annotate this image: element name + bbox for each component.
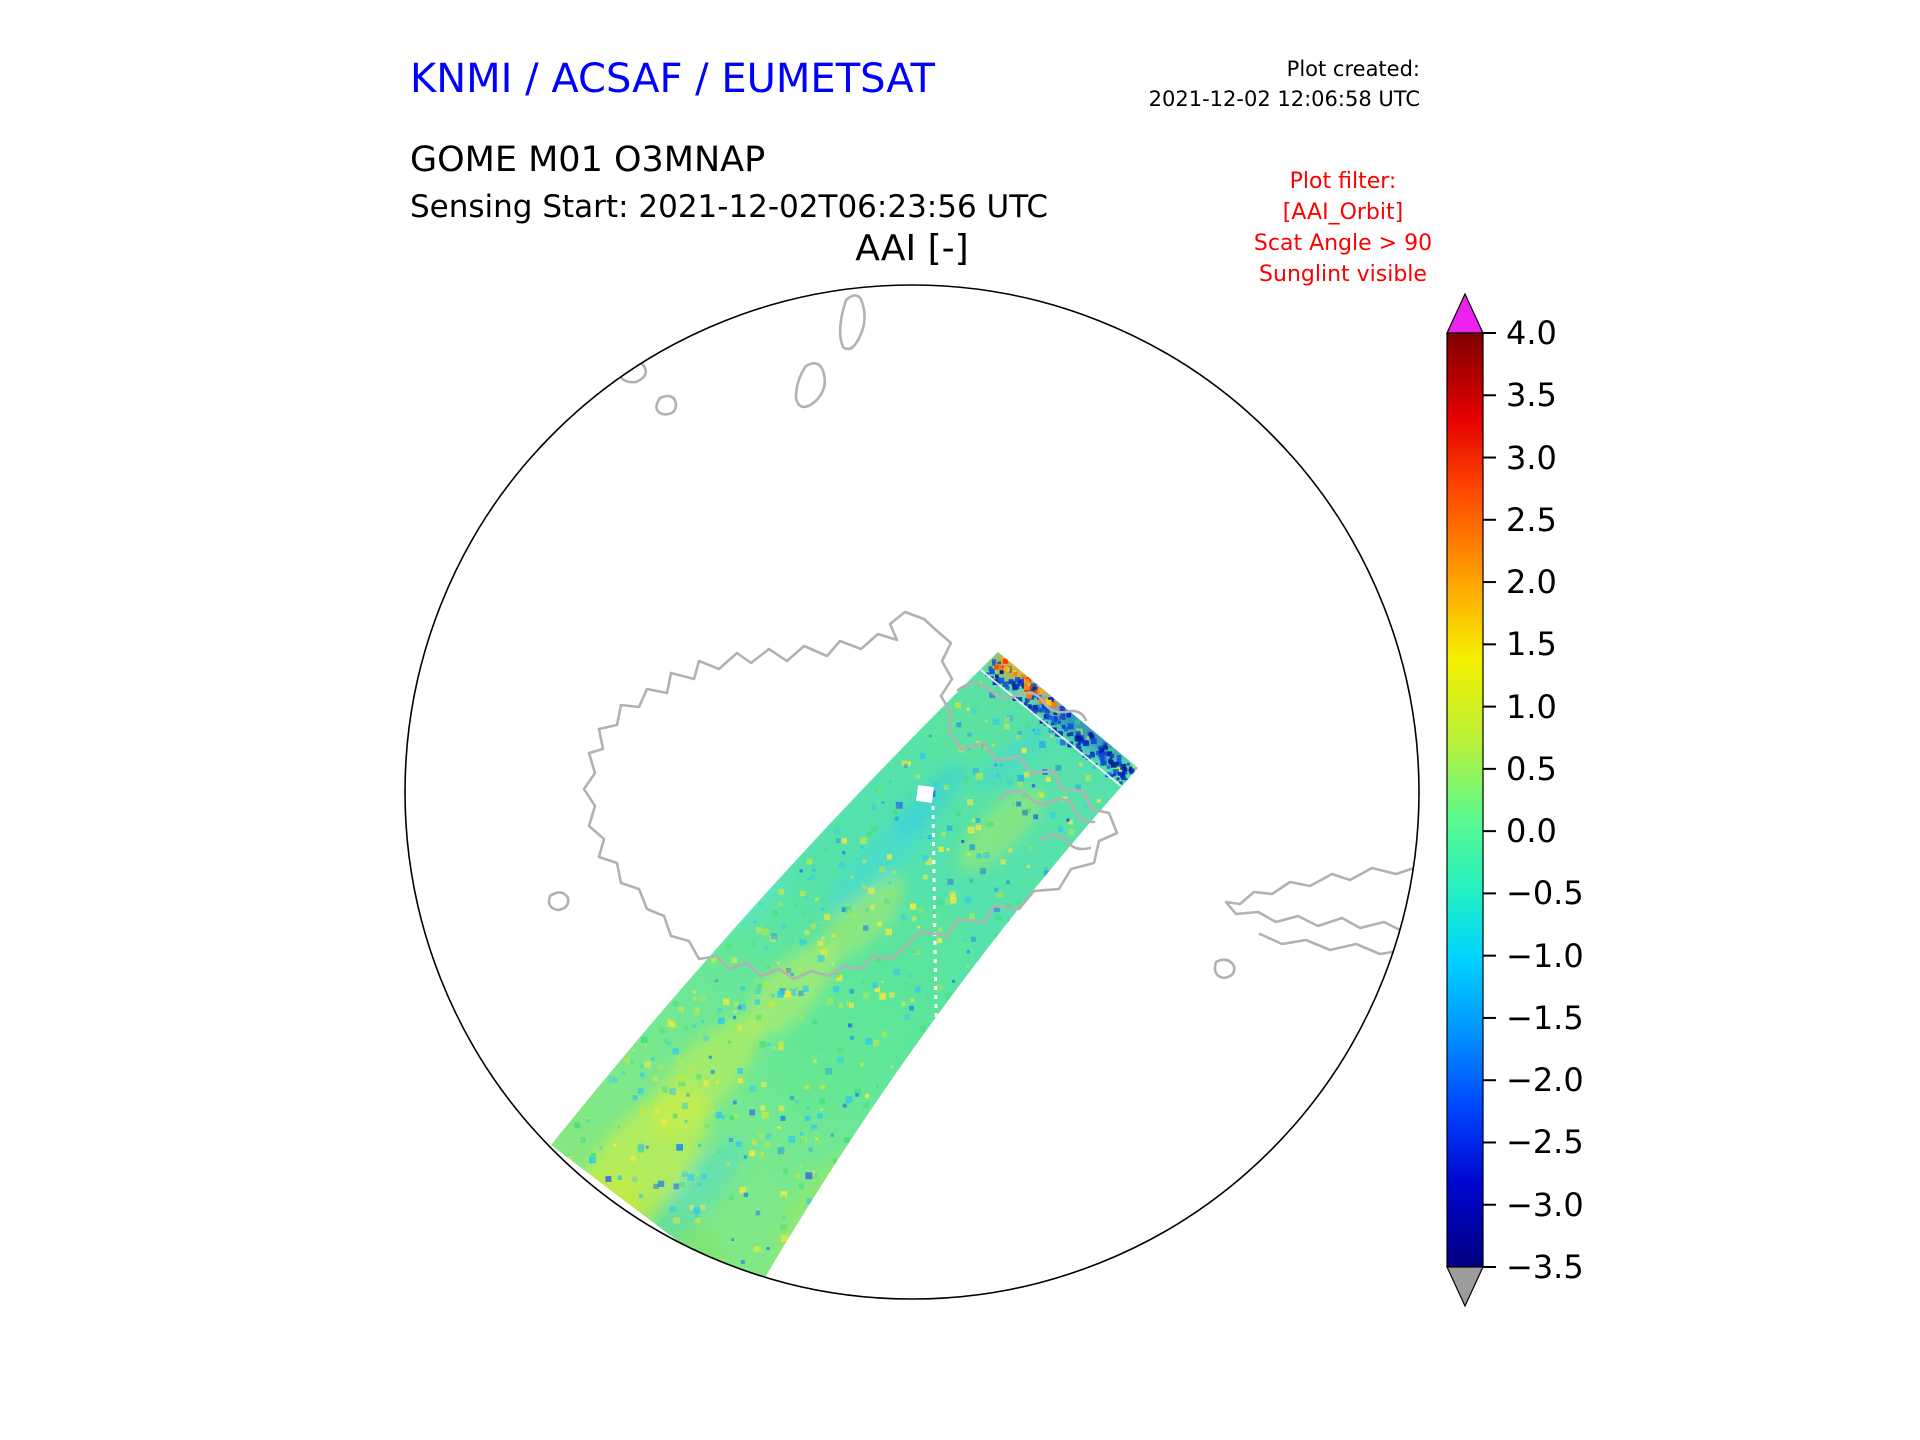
colorbar-tick-label: −2.0 [1506,1061,1584,1100]
coastline-fragment [1338,1188,1419,1204]
swath-scanline-gap [980,669,1122,787]
island [547,891,570,912]
colorbar-tick-label: 2.5 [1506,500,1557,539]
colorbar-under-arrow [1446,1266,1484,1308]
swath-pixel-speckles [563,657,1136,1275]
colorbar-gradient-bar [1446,332,1484,1268]
colorbar [1446,292,1496,1308]
colorbar-tick-label: 1.5 [1506,625,1557,664]
colorbar-tick-label: −3.0 [1506,1185,1584,1224]
sensing-start-line: Sensing Start: 2021-12-02T06:23:56 UTC [410,189,1048,225]
swath-missing-pixel [915,784,935,804]
antarctica-bay-detail [1038,833,1092,851]
plot-filter-line: [AAI_Orbit] [1282,200,1404,225]
product-title: GOME M01 O3MNAP [410,140,766,180]
island [1392,983,1412,998]
organization-title: KNMI / ACSAF / EUMETSAT [410,56,935,102]
colorbar-tick-label: 1.0 [1506,687,1557,726]
island [655,394,678,416]
colorbar-tick-label: −2.5 [1506,1123,1584,1162]
plot-filter-line: Scat Angle > 90 [1253,231,1433,256]
plot-created-timestamp: 2021-12-02 12:06:58 UTC [1148,87,1420,111]
colorbar-over-arrow [1446,292,1484,334]
colorbar-tick-label: 3.0 [1506,438,1557,477]
map-title: AAI [-] [855,228,969,269]
antarctica-coastline [582,610,1119,981]
island [794,362,827,409]
plot-created-block: Plot created: 2021-12-02 12:06:58 UTC [1149,54,1420,114]
plot-filter-line: Plot filter: [1289,169,1397,194]
coastline-fragment [1306,1094,1419,1174]
plot-filter-annotation: Plot filter: [AAI_Orbit] Scat Angle > 90… [1254,166,1432,290]
colorbar-tick-label: 0.5 [1506,749,1557,788]
colorbar-ticks [1483,332,1496,1268]
island [838,294,866,351]
colorbar-tick-label: −1.5 [1506,998,1584,1037]
projection-boundary [404,284,1420,1300]
plot-filter-line: Sunglint visible [1259,262,1427,287]
plot-created-label: Plot created: [1286,57,1420,81]
colorbar-tick-label: 0.0 [1506,812,1557,851]
antarctica-bay-detail [998,789,1096,824]
colorbar-tick-label: −3.5 [1506,1248,1584,1286]
antarctica-coast-detail [956,682,1088,722]
colorbar-tick-label: 2.0 [1506,563,1557,602]
island [1213,958,1236,980]
colorbar-tick-label: 4.0 [1506,314,1557,352]
south-america-coast [1224,864,1419,934]
colorbar-tick-label: −1.0 [1506,936,1584,975]
colorbar-tick-label: 3.5 [1506,376,1557,415]
colorbar-tick-label: −0.5 [1506,874,1584,913]
